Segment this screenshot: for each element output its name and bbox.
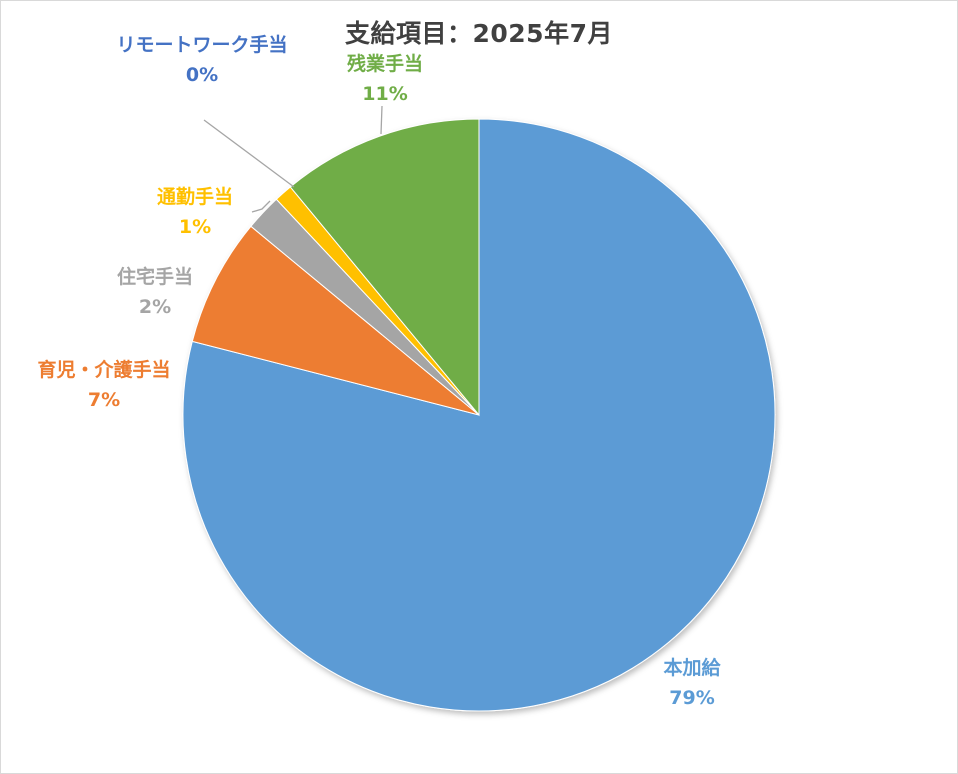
label-honkakyu: 本加給 79% xyxy=(663,653,720,713)
label-jutaku-percent: 2% xyxy=(138,296,172,318)
label-jutaku: 住宅手当 2% xyxy=(117,262,193,322)
slice-honkakyu xyxy=(182,118,776,712)
leader-line-zangyo xyxy=(380,105,383,135)
label-tsukin-percent: 1% xyxy=(178,216,212,238)
leader-line-tsukin xyxy=(251,200,271,213)
label-remote: リモートワーク手当 0% xyxy=(116,30,287,90)
label-zangyo: 残業手当 11% xyxy=(347,49,423,109)
label-remote-name: リモートワーク手当 xyxy=(116,34,288,56)
chart-title: 支給項目：2025年7月 xyxy=(345,19,613,48)
label-jutaku-name: 住宅手当 xyxy=(116,266,194,288)
label-ikuji-kaigo: 育児・介護手当 7% xyxy=(37,355,170,415)
slice-zangyo xyxy=(289,118,480,417)
label-zangyo-name: 残業手当 xyxy=(346,53,424,75)
label-honkakyu-name: 本加給 xyxy=(663,657,721,679)
label-tsukin: 通勤手当 1% xyxy=(157,182,233,242)
label-tsukin-name: 通勤手当 xyxy=(156,186,234,208)
label-remote-percent: 0% xyxy=(185,64,219,86)
label-ikuji-kaigo-name: 育児・介護手当 xyxy=(37,359,171,381)
leader-line-remote xyxy=(203,119,295,188)
slice-ikuji-kaigo xyxy=(191,225,480,416)
label-ikuji-kaigo-percent: 7% xyxy=(87,389,121,411)
label-zangyo-percent: 11% xyxy=(362,83,408,105)
label-honkakyu-percent: 79% xyxy=(669,687,715,709)
